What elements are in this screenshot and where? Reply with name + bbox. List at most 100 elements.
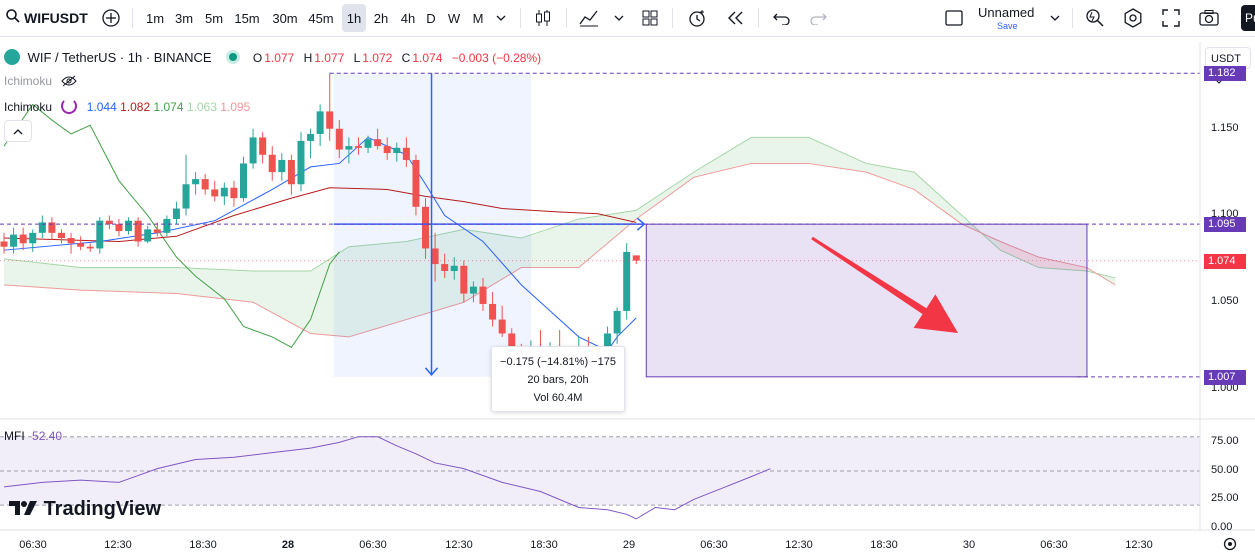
indicator-name[interactable]: Ichimoku (4, 100, 53, 114)
candle (172, 208, 180, 219)
indicator-legend-2: Ichimoku 1.044 1.082 1.074 1.063 1.095 (4, 98, 250, 114)
chevron-down-icon[interactable] (1046, 4, 1064, 32)
time-tick-label: 30 (962, 539, 976, 551)
candle (201, 179, 209, 190)
interval-1h[interactable]: 1h (342, 4, 366, 32)
interval-3m[interactable]: 3m (174, 10, 194, 26)
interval-4h[interactable]: 4h (400, 10, 416, 26)
candle (48, 222, 56, 233)
candle (259, 137, 267, 155)
candle (220, 187, 228, 197)
candle (278, 159, 286, 173)
go-to-date-icon[interactable] (1222, 536, 1238, 557)
coin-logo-icon[interactable] (4, 49, 20, 65)
candle (469, 286, 477, 294)
layout-square-icon[interactable] (942, 4, 966, 32)
symbol-name[interactable]: WIFUSDT (24, 10, 88, 26)
divider (566, 8, 567, 28)
candle (623, 251, 631, 311)
span-a-line (3, 136, 1116, 279)
mfi-line (3, 436, 771, 520)
collapse-legend-button[interactable] (4, 120, 32, 142)
price-tag-range-top: 1.182 (1204, 66, 1246, 82)
divider (1072, 8, 1073, 28)
mfi-name[interactable]: MFI (4, 429, 25, 443)
change-value: −0.003 (−0.28%) (451, 51, 542, 65)
publish-button[interactable]: Pu (1241, 5, 1255, 31)
chevron-down-icon[interactable] (492, 4, 510, 32)
candle (153, 229, 161, 233)
time-tick-label: 06:30 (700, 539, 728, 551)
candle (326, 111, 334, 129)
candle (613, 310, 621, 334)
cloud-segment (1000, 241, 1039, 268)
redo-icon[interactable] (806, 4, 830, 32)
save-label[interactable]: Save (997, 21, 1018, 31)
interval-1m[interactable]: 1m (145, 10, 165, 26)
candle (211, 189, 219, 197)
measure-info-box: −0.175 (−14.81%) −175 20 bars, 20h Vol 6… (491, 346, 625, 412)
divider (132, 8, 133, 28)
layout-name[interactable]: Unnamed (978, 5, 1035, 20)
loading-spinner-icon (61, 98, 78, 114)
compare-add-icon[interactable] (99, 4, 123, 32)
candle (479, 286, 487, 304)
settings-gear-icon[interactable] (1120, 4, 1146, 32)
currency-label: USDT (1211, 53, 1241, 65)
divider (520, 8, 521, 28)
low-label: L (353, 51, 361, 65)
candle (393, 147, 401, 154)
cloud-segment (80, 267, 177, 294)
cloud-segment (253, 271, 311, 334)
candle (249, 137, 257, 164)
candle (240, 163, 247, 199)
indicators-icon[interactable] (576, 4, 602, 32)
interval-2h[interactable]: 2h (373, 10, 389, 26)
cloud-segment (463, 229, 522, 303)
interval-d[interactable]: D (426, 10, 436, 26)
chevron-down-icon[interactable] (610, 4, 628, 32)
eye-hidden-icon[interactable] (61, 75, 78, 90)
time-tick-label: 12:30 (445, 539, 473, 551)
layout-grid-icon[interactable] (638, 4, 662, 32)
quick-search-icon[interactable] (1082, 4, 1108, 32)
symbol-title[interactable]: WIF / TetherUS · 1h · BINANCE (27, 50, 212, 65)
interval-30m[interactable]: 30m (272, 10, 298, 26)
cloud-segment (521, 218, 579, 268)
arrow-annotation (811, 236, 958, 333)
replay-icon[interactable] (722, 4, 748, 32)
tradingview-logo[interactable]: TradingView (8, 498, 161, 521)
interval-45m[interactable]: 45m (308, 10, 334, 26)
close-value: 1.074 (412, 51, 443, 65)
indicator-name[interactable]: Ichimoku (4, 74, 53, 88)
alert-clock-icon[interactable] (684, 4, 710, 32)
search-icon[interactable] (6, 9, 20, 28)
high-value: 1.077 (314, 51, 345, 65)
span-a-value: 1.063 (186, 100, 217, 114)
ohlc-values: O 1.077 H 1.077 L 1.072 C 1.074 −0.003 (−0.2… (253, 51, 543, 65)
candle (10, 234, 18, 247)
mfi-band (0, 436, 1200, 506)
cloud-segment (310, 246, 349, 337)
candle (144, 229, 152, 242)
time-tick-label: 18:30 (870, 539, 898, 551)
interval-15m[interactable]: 15m (234, 10, 260, 26)
fullscreen-icon[interactable] (1158, 4, 1184, 32)
interval-m[interactable]: M (472, 10, 484, 26)
candles-icon[interactable] (530, 4, 556, 32)
measure-change: −0.175 (−14.81%) −175 (500, 356, 616, 368)
candle (402, 147, 410, 160)
interval-5m[interactable]: 5m (204, 10, 224, 26)
high-label: H (303, 51, 313, 65)
interval-w[interactable]: W (447, 10, 461, 26)
date-range-highlight (333, 73, 532, 377)
candle (38, 222, 46, 233)
candle (412, 159, 420, 207)
market-status-icon[interactable] (229, 53, 238, 61)
time-tick-label: 18:30 (530, 539, 558, 551)
camera-icon[interactable] (1196, 4, 1222, 32)
candle (67, 238, 75, 244)
undo-icon[interactable] (770, 4, 794, 32)
cloud-segment (4, 258, 81, 291)
